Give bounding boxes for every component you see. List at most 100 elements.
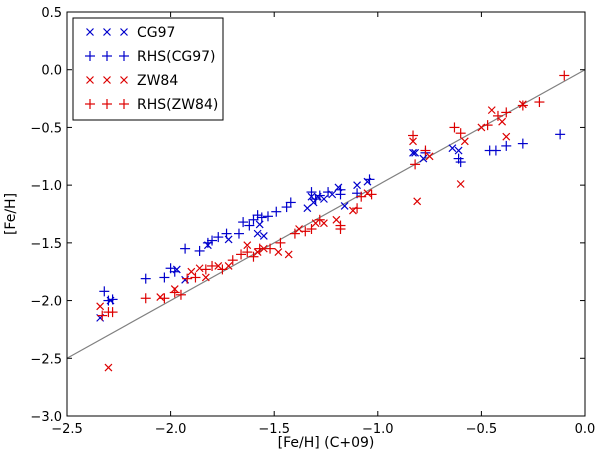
point-rhs-zw84 [534, 97, 545, 108]
point-rhs-zw84 [207, 260, 218, 271]
y-tick-label: −2.5 [30, 352, 62, 367]
legend-marker-glyph [103, 76, 111, 84]
point-zw84 [104, 363, 113, 372]
point-zw84 [320, 219, 328, 228]
series-rhs-zw84 [97, 70, 570, 321]
point-zw84 [274, 248, 283, 257]
point-cg97 [303, 204, 312, 213]
point-rhs-zw84 [492, 110, 503, 121]
point-rhs-zw84 [175, 289, 186, 300]
legend-markers [85, 28, 129, 109]
legend-label-rhs-zw84: RHS(ZW84) [137, 97, 218, 113]
point-zw84 [332, 215, 341, 224]
x-tick-label: −2.5 [51, 422, 83, 437]
point-zw84 [243, 241, 252, 250]
legend-marker-zw84 [86, 76, 128, 84]
point-rhs-cg97 [517, 138, 528, 149]
legend-marker-cg97 [86, 28, 128, 36]
point-rhs-zw84 [140, 293, 151, 304]
legend-marker-glyph [102, 99, 112, 109]
point-rhs-zw84 [408, 130, 419, 141]
point-cg97 [411, 148, 420, 157]
series-rhs-cg97 [99, 129, 566, 306]
point-zw84 [224, 262, 233, 270]
point-rhs-zw84 [366, 189, 377, 200]
x-tick-label: −2.0 [155, 422, 187, 437]
point-rhs-zw84 [275, 237, 286, 248]
point-rhs-cg97 [99, 286, 110, 297]
point-zw84 [187, 267, 196, 276]
point-rhs-zw84 [217, 264, 228, 275]
point-zw84 [498, 117, 507, 126]
series-zw84 [96, 100, 527, 372]
point-cg97 [448, 144, 457, 153]
legend-marker-rhs-zw84 [85, 99, 129, 109]
point-rhs-cg97 [364, 174, 375, 185]
point-rhs-cg97 [207, 235, 218, 246]
x-axis-label: [Fe/H] (C+09) [278, 435, 375, 451]
legend-label-cg97: CG97 [137, 25, 175, 41]
point-rhs-cg97 [159, 272, 170, 283]
point-rhs-zw84 [501, 107, 512, 118]
point-cg97 [253, 229, 262, 238]
point-rhs-cg97 [323, 187, 334, 198]
point-rhs-cg97 [233, 228, 244, 239]
legend-marker-glyph [119, 51, 129, 61]
reference-line [66, 69, 586, 359]
reference-line-layer [66, 69, 586, 359]
y-tick-label: −3.0 [30, 410, 62, 425]
legend-marker-glyph [119, 99, 129, 109]
point-rhs-cg97 [202, 237, 213, 248]
y-tick-label: −1.0 [30, 179, 62, 194]
point-rhs-cg97 [140, 273, 151, 284]
point-cg97 [340, 201, 349, 210]
point-rhs-cg97 [238, 217, 249, 228]
point-rhs-zw84 [227, 255, 238, 266]
point-rhs-cg97 [271, 206, 282, 217]
point-rhs-zw84 [289, 228, 300, 239]
point-rhs-cg97 [252, 210, 263, 221]
point-rhs-zw84 [455, 128, 466, 139]
legend-marker-glyph [120, 28, 128, 36]
point-zw84 [413, 197, 422, 206]
plot-frame [66, 11, 586, 417]
point-rhs-zw84 [482, 120, 493, 131]
point-rhs-zw84 [182, 273, 193, 284]
point-rhs-zw84 [107, 307, 118, 318]
x-tick-label: −1.5 [258, 422, 290, 437]
point-rhs-cg97 [490, 145, 501, 156]
point-rhs-cg97 [455, 157, 466, 168]
point-rhs-zw84 [300, 226, 311, 237]
point-rhs-zw84 [306, 224, 317, 235]
point-rhs-cg97 [314, 190, 325, 201]
point-rhs-cg97 [262, 211, 273, 222]
legend-marker-glyph [86, 76, 94, 84]
legend-box [72, 17, 224, 121]
point-rhs-zw84 [449, 122, 460, 133]
point-rhs-zw84 [242, 247, 253, 258]
point-rhs-cg97 [194, 245, 205, 256]
legend-marker-glyph [103, 28, 111, 36]
point-rhs-zw84 [356, 191, 367, 202]
x-tick-label: −1.0 [362, 422, 394, 437]
data-points-layer [96, 70, 570, 372]
legend-marker-glyph [85, 99, 95, 109]
point-zw84 [96, 302, 105, 311]
x-tick-label: 0.0 [575, 422, 596, 437]
legend-marker-glyph [86, 28, 94, 36]
y-tick-label: 0.5 [41, 6, 62, 21]
point-rhs-cg97 [555, 129, 566, 140]
legend-marker-glyph [85, 51, 95, 61]
point-zw84 [214, 262, 223, 270]
point-rhs-cg97 [107, 294, 118, 305]
point-rhs-zw84 [248, 251, 259, 262]
y-axis-label: [Fe/H] [3, 193, 19, 235]
point-cg97 [259, 232, 268, 240]
point-rhs-zw84 [169, 287, 180, 298]
point-zw84 [456, 180, 465, 188]
legend-marker-rhs-cg97 [85, 51, 129, 61]
point-rhs-zw84 [190, 272, 201, 283]
point-zw84 [425, 152, 434, 161]
point-zw84 [311, 219, 320, 228]
